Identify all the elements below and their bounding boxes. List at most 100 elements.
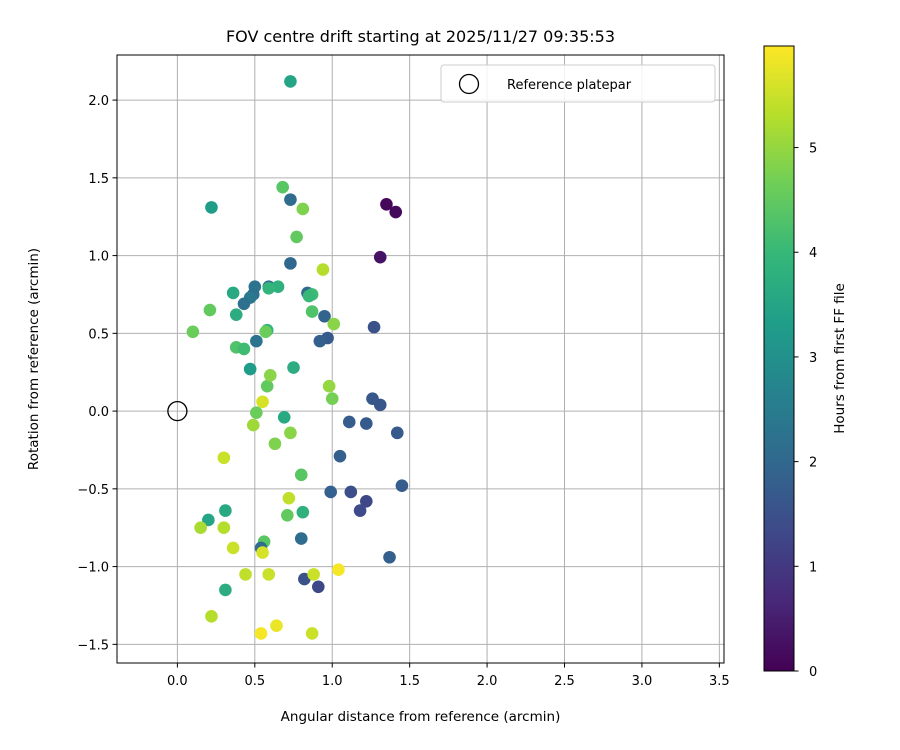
x-tick-label: 2.0: [477, 674, 498, 689]
scatter-point: [294, 532, 308, 545]
x-tick-label: 2.5: [554, 674, 575, 689]
scatter-point: [327, 317, 341, 331]
scatter-point: [246, 418, 260, 432]
scatter-point: [296, 202, 310, 216]
scatter-point: [277, 411, 291, 424]
scatter-point: [270, 619, 283, 632]
colorbar-label: Hours from first FF file: [832, 283, 848, 434]
colorbar: 0 1 2 3 4 5 Hours from first FF file: [763, 45, 848, 680]
scatter-point: [316, 263, 330, 276]
x-tick-label: 3.0: [632, 674, 653, 689]
scatter-point: [312, 580, 325, 594]
scatter-point: [256, 395, 269, 409]
colorbar-gradient: [763, 45, 795, 672]
y-tick-label: 1.0: [88, 250, 109, 265]
grid-lines: [117, 55, 724, 663]
y-tick-label: −1.5: [77, 638, 109, 653]
x-tick-label: 1.0: [322, 674, 343, 689]
scatter-point: [268, 437, 282, 451]
y-axis-label: Rotation from reference (arcmin): [26, 248, 42, 470]
scatter-point: [259, 325, 272, 339]
legend-box: [440, 64, 716, 103]
scatter-point: [237, 342, 251, 356]
scatter-point: [287, 361, 300, 374]
scatter-point: [324, 485, 337, 499]
scatter-point: [305, 627, 319, 640]
scatter-point: [284, 193, 297, 206]
legend-label: Reference platepar: [507, 78, 632, 93]
scatter-point: [344, 485, 358, 499]
y-tick-label: −1.0: [77, 561, 109, 576]
scatter-point: [284, 75, 297, 88]
legend-marker-icon: [458, 73, 480, 95]
legend: Reference platepar: [440, 64, 716, 103]
scatter-point: [276, 180, 289, 194]
x-tick-label: 1.5: [399, 674, 420, 689]
x-axis-label: Angular distance from reference (arcmin): [281, 709, 561, 725]
scatter-point: [360, 494, 373, 508]
scatter-point: [250, 406, 263, 419]
colorbar-tick-label: 3: [809, 351, 817, 366]
scatter-point: [305, 305, 319, 318]
scatter-point: [203, 303, 217, 317]
scatter-point: [284, 426, 297, 440]
colorbar-ticks: 0 1 2 3 4 5: [794, 142, 817, 680]
chart-title: FOV centre drift starting at 2025/11/27 …: [226, 27, 615, 46]
scatter-point: [202, 513, 215, 527]
y-tick-label: 0.0: [88, 405, 109, 420]
scatter-point: [373, 250, 387, 264]
scatter-point: [254, 627, 268, 640]
scatter-point: [194, 521, 207, 535]
scatter-point: [250, 334, 263, 348]
scatter-point: [360, 417, 373, 430]
scatter-point: [307, 568, 320, 581]
scatter-point: [332, 563, 345, 577]
scatter-point: [262, 281, 276, 295]
scatter-point: [219, 504, 232, 517]
scatter-point: [282, 491, 296, 505]
scatter-point: [205, 201, 218, 214]
scatter-point: [256, 546, 269, 559]
x-tick-label: 0.5: [244, 674, 265, 689]
scatter-point: [237, 297, 251, 311]
scatter-point: [318, 309, 331, 323]
scatter-point: [313, 334, 327, 348]
scatter-point: [284, 257, 297, 270]
y-tick-label: 2.0: [88, 94, 109, 109]
scatter-point: [353, 504, 367, 517]
x-tick-label: 0.0: [167, 674, 188, 689]
reference-platepar-marker: [167, 400, 188, 422]
scatter-point: [281, 508, 294, 522]
scatter-points: [186, 75, 409, 640]
scatter-point: [333, 449, 347, 463]
scatter-point: [342, 415, 356, 429]
scatter-point: [260, 379, 274, 393]
colorbar-tick-label: 1: [809, 560, 817, 575]
y-tick-label: 1.5: [88, 172, 109, 187]
scatter-point: [219, 583, 232, 597]
x-axis-ticks: 0.0 0.5 1.0 1.5 2.0 2.5 3.0 3.5: [167, 663, 730, 689]
y-tick-label: 0.5: [88, 327, 109, 342]
scatter-point: [217, 451, 231, 465]
x-tick-label: 3.5: [709, 674, 730, 689]
scatter-point: [239, 568, 252, 581]
scatter-point: [298, 572, 311, 586]
scatter-point: [186, 325, 200, 339]
scatter-point: [271, 280, 285, 293]
scatter-point: [217, 521, 231, 535]
y-axis-ticks: −1.5 −1.0 −0.5 0.0 0.5 1.0 1.5 2.0: [77, 94, 117, 653]
scatter-point: [302, 289, 316, 303]
scatter-point: [389, 205, 403, 219]
scatter-point: [395, 479, 409, 493]
scatter-point: [290, 230, 303, 244]
scatter-point: [383, 550, 396, 564]
plot-frame: [116, 54, 725, 664]
colorbar-tick-label: 5: [809, 142, 817, 157]
scatter-point: [262, 568, 276, 581]
scatter-point: [294, 468, 308, 482]
y-tick-label: −0.5: [77, 483, 109, 498]
scatter-point: [263, 369, 277, 382]
colorbar-tick-label: 2: [809, 456, 817, 471]
scatter-point: [243, 362, 257, 376]
